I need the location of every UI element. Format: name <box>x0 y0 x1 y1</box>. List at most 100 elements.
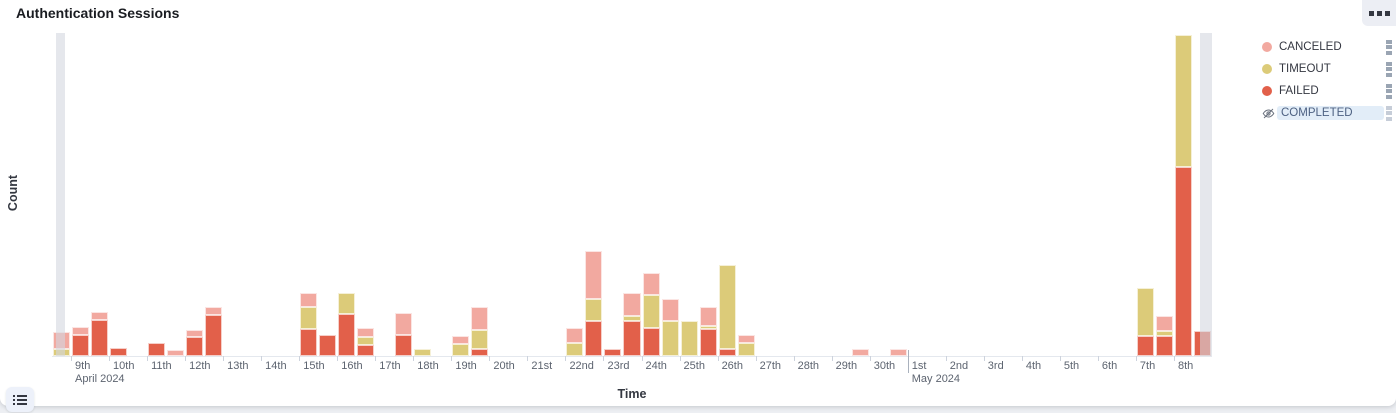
legend-options-icon[interactable] <box>1384 104 1394 123</box>
bar-segment-failed[interactable] <box>1193 331 1211 356</box>
tick-mark <box>223 356 225 361</box>
bar-segment-canceled[interactable] <box>186 330 204 337</box>
bar-segment-failed[interactable] <box>148 343 166 356</box>
legend-options-icon[interactable] <box>1384 60 1394 79</box>
bar-segment-timeout[interactable] <box>1174 35 1192 167</box>
bar-segment-failed[interactable] <box>300 329 318 356</box>
bar-segment-failed[interactable] <box>699 329 717 356</box>
bar-segment-canceled[interactable] <box>699 307 717 326</box>
bar-segment-timeout[interactable] <box>1136 288 1154 336</box>
x-tick-label: 21st <box>531 360 553 372</box>
bar-segment-canceled[interactable] <box>642 273 660 295</box>
legend-toggle-button[interactable] <box>6 387 34 412</box>
legend-label: TIMEOUT <box>1279 63 1331 75</box>
bar-segment-timeout[interactable] <box>623 316 641 321</box>
bar-segment-canceled[interactable] <box>661 299 679 321</box>
x-tick-label: 27th <box>759 360 782 372</box>
tick-mark <box>71 356 73 361</box>
bar-segment-failed[interactable] <box>91 320 109 356</box>
bar-segment-failed[interactable] <box>186 337 204 356</box>
bar-segment-timeout[interactable] <box>642 295 660 328</box>
bar-segment-canceled[interactable] <box>205 307 223 315</box>
tick-mark <box>413 356 415 361</box>
bar-segment-failed[interactable] <box>585 321 603 356</box>
bar-segment-timeout[interactable] <box>53 349 71 356</box>
tick-mark <box>755 356 757 361</box>
bar-segment-canceled[interactable] <box>300 293 318 307</box>
x-tick-label: 9th April 2024 <box>75 360 125 385</box>
tick-mark <box>337 356 339 361</box>
panel-options-button[interactable] <box>1362 0 1396 26</box>
bar-segment-timeout[interactable] <box>680 321 698 356</box>
bar-segment-failed[interactable] <box>72 335 90 356</box>
tick-mark <box>793 356 795 361</box>
bar-segment-timeout[interactable] <box>338 293 356 314</box>
legend-item-canceled[interactable]: CANCELED <box>1262 36 1394 58</box>
bar-segment-timeout[interactable] <box>699 326 717 329</box>
bar-segment-failed[interactable] <box>205 315 223 356</box>
legend-label: CANCELED <box>1279 41 1342 53</box>
bar-segment-canceled[interactable] <box>889 349 907 356</box>
tick-mark <box>109 356 111 361</box>
legend-item-timeout[interactable]: TIMEOUT <box>1262 58 1394 80</box>
bar-segment-canceled[interactable] <box>1155 316 1173 331</box>
tick-mark <box>375 356 377 361</box>
x-tick-label: 6th <box>1101 360 1118 372</box>
x-tick-label: 12th <box>189 360 211 372</box>
legend-item-completed[interactable]: COMPLETED <box>1262 102 1394 124</box>
bar-segment-canceled[interactable] <box>167 350 185 356</box>
plot-area <box>52 33 1212 356</box>
x-tick-label: 17th <box>379 360 401 372</box>
x-tick-label: 22nd <box>569 360 594 372</box>
tick-mark <box>641 356 643 361</box>
bar-segment-timeout[interactable] <box>1155 331 1173 336</box>
bar-segment-canceled[interactable] <box>53 332 71 349</box>
bar-segment-timeout[interactable] <box>718 265 736 349</box>
legend-options-icon[interactable] <box>1384 38 1394 57</box>
bar-segment-failed[interactable] <box>395 335 413 356</box>
bar-segment-timeout[interactable] <box>452 344 470 356</box>
bar-segment-timeout[interactable] <box>737 343 755 356</box>
bar-segment-canceled[interactable] <box>566 328 584 343</box>
bar-segment-failed[interactable] <box>718 349 736 356</box>
x-tick-label: 15th <box>303 360 325 372</box>
bar-segment-canceled[interactable] <box>395 313 413 335</box>
month-tick-mark <box>907 350 909 373</box>
bar-segment-failed[interactable] <box>357 345 375 356</box>
bar-segment-timeout[interactable] <box>357 337 375 345</box>
bar-segment-canceled[interactable] <box>72 327 90 335</box>
x-tick-label: 13th <box>227 360 249 372</box>
tick-mark <box>679 356 681 361</box>
bar-segment-timeout[interactable] <box>566 343 584 356</box>
bar-segment-canceled[interactable] <box>851 349 869 356</box>
bar-segment-failed[interactable] <box>110 348 128 356</box>
bar-segment-failed[interactable] <box>471 349 489 356</box>
bar-segment-failed[interactable] <box>319 335 337 356</box>
bar-segment-timeout[interactable] <box>414 349 432 356</box>
bar-segment-canceled[interactable] <box>91 312 109 320</box>
bar-segment-failed[interactable] <box>1174 167 1192 356</box>
bar-segment-timeout[interactable] <box>300 307 318 329</box>
bar-segment-failed[interactable] <box>642 328 660 356</box>
bar-segment-failed[interactable] <box>1155 336 1173 356</box>
tick-mark <box>603 356 605 361</box>
bar-segment-canceled[interactable] <box>357 328 375 337</box>
bar-segment-canceled[interactable] <box>585 251 603 299</box>
bar-segment-failed[interactable] <box>623 321 641 356</box>
legend-item-failed[interactable]: FAILED <box>1262 80 1394 102</box>
tick-mark <box>1059 356 1061 361</box>
bar-segment-failed[interactable] <box>338 314 356 356</box>
bar-segment-canceled[interactable] <box>737 335 755 343</box>
bar-segment-timeout[interactable] <box>661 321 679 356</box>
x-tick-label: 18th <box>417 360 439 372</box>
bar-segment-timeout[interactable] <box>585 299 603 321</box>
bar-segment-canceled[interactable] <box>471 307 489 330</box>
legend: CANCELED TIMEOUT FAILED COMPLETED <box>1262 36 1394 124</box>
bar-segment-canceled[interactable] <box>623 293 641 316</box>
legend-options-icon[interactable] <box>1384 82 1394 101</box>
bar-segment-timeout[interactable] <box>471 330 489 349</box>
x-tick-label: 5th <box>1063 360 1080 372</box>
bar-segment-canceled[interactable] <box>452 336 470 344</box>
bar-segment-failed[interactable] <box>604 349 622 356</box>
bar-segment-failed[interactable] <box>1136 336 1154 356</box>
